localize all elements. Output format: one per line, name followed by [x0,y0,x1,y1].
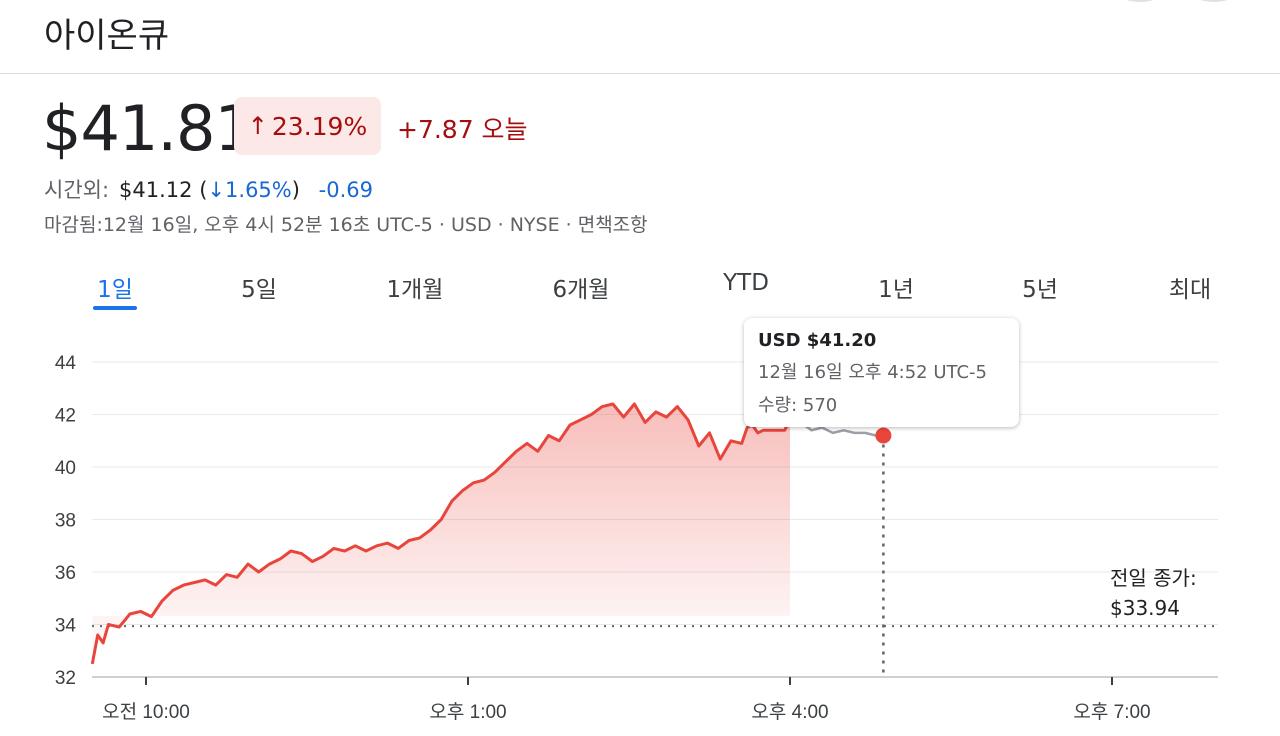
tab-1d[interactable]: 1일 [97,277,133,303]
active-tab-indicator [93,306,137,310]
paren-close: ) [291,178,300,202]
y-tick-label: 38 [55,511,76,532]
previous-close-value: $33.94 [1110,596,1180,620]
x-tick-label: 오후 4:00 [751,701,828,723]
tab-5y[interactable]: 5년 [1022,277,1058,303]
header-button-partial[interactable] [1112,0,1168,2]
y-tick-label: 42 [55,406,76,427]
after-hours-change: -0.69 [318,178,373,202]
tooltip-price: USD $41.20 [758,330,877,351]
arrow-down-icon: ↓ [207,178,226,202]
header-button-partial[interactable] [1186,0,1242,2]
previous-close-label: 전일 종가: $33.94 [1110,563,1197,623]
x-tick-label: 오후 7:00 [1073,701,1150,723]
x-tick-label: 오전 10:00 [102,701,190,723]
tooltip-volume: 수량: 570 [758,395,838,416]
x-tick-label: 오후 1:00 [429,701,506,723]
tab-5d[interactable]: 5일 [241,277,277,303]
change-percent-chip: ↑ 23.19% [234,97,381,155]
quote-meta[interactable]: 마감됨:12월 16일, 오후 4시 52분 16초 UTC-5 · USD ·… [44,214,648,236]
tab-max[interactable]: 최대 [1168,277,1212,303]
price-area-fill [92,404,791,664]
y-tick-label: 44 [55,353,77,374]
arrow-up-icon: ↑ [247,112,268,140]
company-name: 아이온큐 [44,16,170,56]
current-price: $41.81 [42,92,254,165]
tooltip-datetime: 12월 16일 오후 4:52 UTC-5 [758,362,987,383]
after-hours-row: 시간외: $41.12 (↓1.65%) -0.69 [44,174,373,204]
after-hours-price: $41.12 [119,178,193,202]
header-bar: 아이온큐 [0,0,1280,74]
change-absolute: +7.87 오늘 [397,115,528,144]
after-hours-percent: 1.65% [225,178,292,202]
after-hours-label: 시간외: [44,178,110,202]
tab-1y[interactable]: 1년 [878,277,914,303]
tab-ytd[interactable]: YTD [723,270,769,296]
hover-point-marker [875,427,892,444]
tab-6m[interactable]: 6개월 [552,277,610,303]
y-tick-label: 34 [55,616,77,637]
tab-1m[interactable]: 1개월 [386,277,444,303]
y-tick-label: 32 [55,668,76,689]
chart-tooltip: USD $41.20 12월 16일 오후 4:52 UTC-5 수량: 570 [744,318,1019,427]
previous-close-title: 전일 종가: [1110,566,1197,590]
paren-open: ( [199,178,208,202]
change-percent: 23.19% [271,111,368,141]
range-tabs: 1일 5일 1개월 6개월 YTD 1년 5년 최대 [0,270,1280,314]
y-tick-label: 36 [55,563,76,584]
regular-session-line [90,402,792,665]
price-chart[interactable]: 44 42 40 38 36 34 32 오전 10:00 오후 1:00 오후 4:00 오후 7… [0,320,1280,736]
y-tick-label: 40 [55,458,76,479]
